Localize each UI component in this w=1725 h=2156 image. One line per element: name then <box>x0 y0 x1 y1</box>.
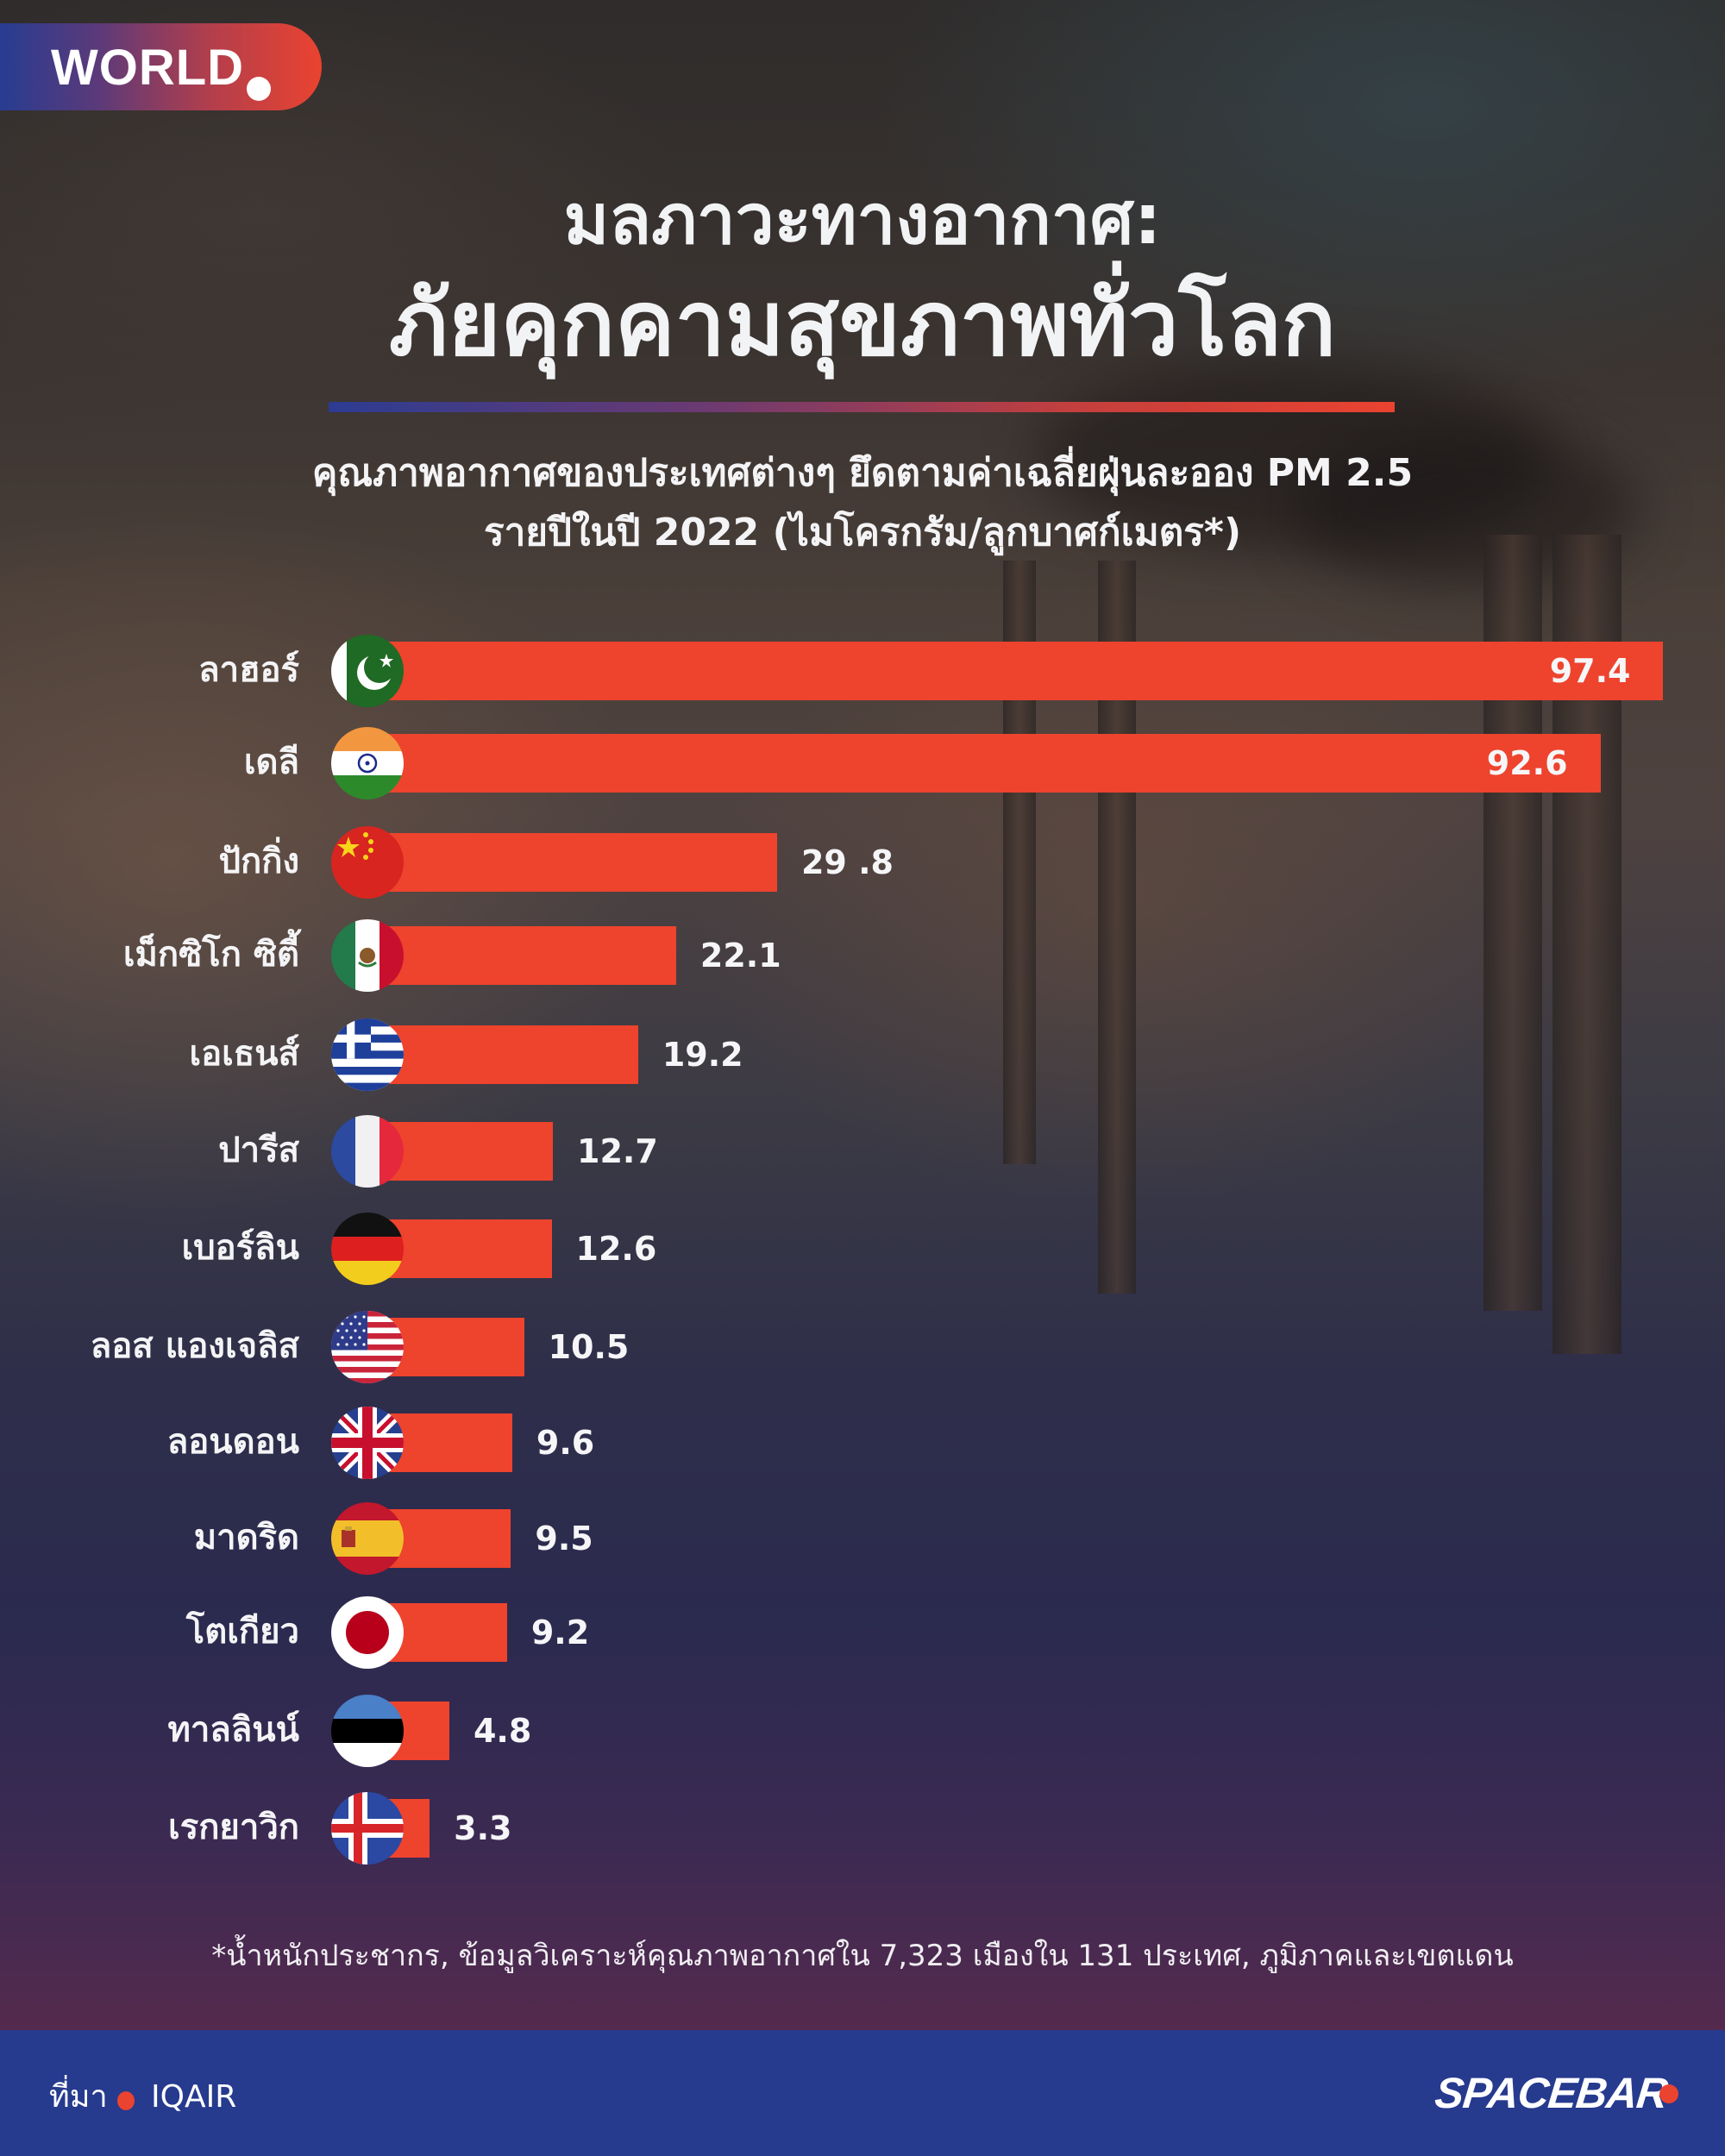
subtitle-line2: รายปีในปี 2022 (ไมโครกรัม/ลูกบาศก์เมตร*) <box>483 511 1242 555</box>
value-label: 10.5 <box>548 1328 630 1366</box>
value-label: 19.2 <box>662 1036 743 1074</box>
flag-pakistan-icon <box>331 635 404 707</box>
flag-estonia-icon <box>331 1695 404 1767</box>
flag-uk-icon <box>331 1407 404 1479</box>
flag-greece-icon <box>331 1018 404 1091</box>
category-label: เดลี <box>243 743 299 782</box>
footnote: *น้ำหนักประชากร, ข้อมูลวิเคราะห์คุณภาพอา… <box>211 1939 1514 1973</box>
chart-row: ปักกิ่ง 29 .8 <box>0 824 1725 901</box>
source-label: ที่มา <box>49 2079 108 2115</box>
chart-row: ลอส แองเจลิส 10.5 <box>0 1308 1725 1386</box>
value-label: 97.4 <box>1549 652 1631 690</box>
chart-row: เดลี 92.6 <box>0 724 1725 802</box>
data-bar <box>371 833 777 892</box>
category-label: ลาฮอร์ <box>198 650 299 690</box>
page-title-line2: ภัยคุกคามสุขภาพทั่วโลก <box>388 271 1337 376</box>
value-label: 4.8 <box>473 1712 532 1750</box>
chart-row: เอเธนส์ 19.2 <box>0 1016 1725 1094</box>
data-bar <box>371 926 676 985</box>
category-label: มาดริด <box>193 1518 299 1557</box>
value-label: 92.6 <box>1486 744 1568 782</box>
value-label: 9.5 <box>535 1520 593 1557</box>
spacebar-logo: SPACEBAR <box>1433 2069 1670 2117</box>
category-label: เบอร์ลิน <box>181 1228 299 1268</box>
value-label: 3.3 <box>454 1809 512 1847</box>
chart-row: ทาลลินน์ 4.8 <box>0 1692 1725 1770</box>
flag-china-icon <box>331 826 404 899</box>
flag-india-icon <box>331 727 404 799</box>
page-title-line1: มลภาวะทางอากาศ: <box>563 179 1162 260</box>
value-label: 12.6 <box>575 1230 657 1268</box>
data-bar <box>371 1025 638 1084</box>
data-bar <box>371 642 1664 700</box>
chart-row: ลอนดอน 9.6 <box>0 1404 1725 1482</box>
category-label: โตเกียว <box>185 1612 299 1651</box>
logo-dot-icon <box>1659 2084 1678 2103</box>
flag-iceland-icon <box>331 1792 404 1865</box>
category-label: เม็กซิโก ซิตี้ <box>122 935 299 975</box>
chart-row: โตเกียว 9.2 <box>0 1594 1725 1671</box>
category-badge-label: WORLD <box>51 40 245 96</box>
chart-row: เรกยาวิก 3.3 <box>0 1789 1725 1867</box>
flag-spain-icon <box>331 1502 404 1575</box>
footer-bar: ที่มา IQAIR SPACEBAR <box>0 2030 1725 2156</box>
badge-dot-icon <box>247 77 271 101</box>
chart-row: ลาฮอร์ 97.4 <box>0 632 1725 710</box>
value-label: 9.2 <box>530 1614 590 1651</box>
category-label: ลอส แองเจลิส <box>90 1326 299 1366</box>
category-label: ลอนดอน <box>166 1422 299 1462</box>
flag-germany-icon <box>331 1213 404 1285</box>
flag-mexico-icon <box>331 919 404 992</box>
title-underline <box>329 402 1395 412</box>
source-value: IQAIR <box>151 2079 237 2115</box>
chart-row: มาดริด 9.5 <box>0 1500 1725 1577</box>
category-label: ทาลลินน์ <box>167 1710 299 1750</box>
value-label: 22.1 <box>699 937 781 975</box>
value-label: 12.7 <box>577 1132 658 1170</box>
category-label: เอเธนส์ <box>189 1034 299 1074</box>
flag-france-icon <box>331 1115 404 1188</box>
data-bar <box>371 734 1601 793</box>
source-dot-icon <box>117 2091 135 2110</box>
subtitle-line1: คุณภาพอากาศของประเทศต่างๆ ยึดตามค่าเฉลี่… <box>311 451 1414 495</box>
value-label: 29 .8 <box>800 843 894 881</box>
category-badge: WORLD <box>0 23 322 110</box>
background-photo <box>0 0 1725 2030</box>
chart-row: เบอร์ลิน 12.6 <box>0 1210 1725 1288</box>
category-label: ปารีส <box>218 1131 299 1170</box>
category-label: ปักกิ่ง <box>218 842 299 881</box>
chart-row: เม็กซิโก ซิตี้ 22.1 <box>0 917 1725 994</box>
chart-row: ปารีส 12.7 <box>0 1112 1725 1190</box>
flag-japan-icon <box>331 1596 404 1669</box>
flag-usa-icon <box>331 1311 404 1383</box>
value-label: 9.6 <box>536 1424 595 1462</box>
category-label: เรกยาวิก <box>168 1808 299 1847</box>
